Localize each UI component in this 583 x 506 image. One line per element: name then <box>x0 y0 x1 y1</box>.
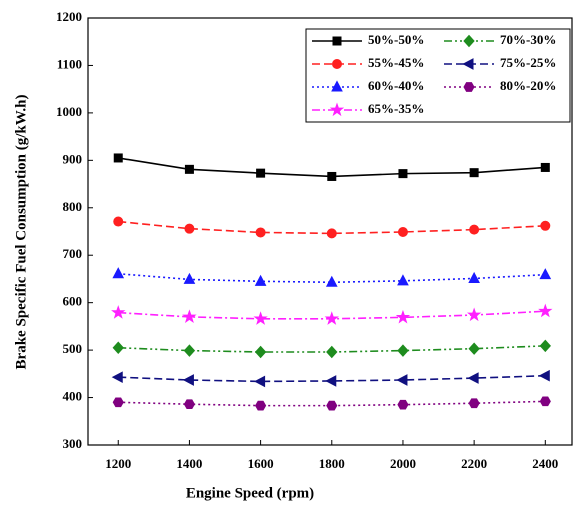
marker <box>395 309 411 324</box>
y-axis-label: Brake Specific Fuel Consumption (g/kW.h) <box>13 95 29 370</box>
legend-label: 60%-40% <box>368 78 424 93</box>
x-tick-label: 1200 <box>105 456 131 471</box>
marker <box>254 375 266 388</box>
marker <box>466 307 482 322</box>
marker <box>184 164 194 174</box>
y-tick-label: 300 <box>63 436 83 451</box>
marker <box>184 223 195 234</box>
marker <box>468 398 480 409</box>
legend-marker <box>332 59 342 69</box>
marker <box>539 339 551 353</box>
marker <box>540 220 551 231</box>
legend-marker <box>331 80 343 92</box>
marker <box>111 371 123 383</box>
x-tick-label: 2400 <box>532 456 558 471</box>
legend-marker <box>332 36 342 46</box>
marker <box>326 228 337 239</box>
marker <box>113 216 124 227</box>
plot-frame <box>87 17 573 446</box>
legend-marker <box>463 82 475 92</box>
marker <box>255 400 267 411</box>
marker <box>112 341 124 354</box>
y-tick-label: 600 <box>63 294 83 309</box>
marker <box>324 311 339 325</box>
marker <box>183 344 196 357</box>
marker <box>397 274 409 286</box>
legend-label: 50%-50% <box>368 32 424 47</box>
marker <box>397 399 409 410</box>
marker <box>183 399 196 410</box>
y-tick-label: 800 <box>63 199 83 214</box>
marker <box>254 274 267 286</box>
legend-label: 70%-30% <box>500 32 556 47</box>
marker <box>540 162 550 172</box>
marker <box>396 374 408 386</box>
marker <box>468 342 480 355</box>
marker <box>538 369 550 382</box>
marker <box>112 267 125 279</box>
legend-label: 65%-35% <box>368 101 424 116</box>
x-tick-label: 2200 <box>461 456 487 471</box>
marker <box>253 311 268 325</box>
marker <box>397 344 409 357</box>
marker <box>326 400 338 411</box>
x-tick-label: 1400 <box>176 456 202 471</box>
marker <box>539 396 551 407</box>
marker <box>326 345 338 359</box>
marker <box>327 171 337 181</box>
y-tick-label: 900 <box>63 151 83 166</box>
marker <box>397 226 408 237</box>
x-tick-label: 2000 <box>390 456 416 471</box>
marker <box>112 397 124 408</box>
y-tick-label: 1200 <box>56 9 82 24</box>
legend-label: 75%-25% <box>500 55 556 70</box>
marker <box>254 345 267 359</box>
marker <box>539 268 552 280</box>
marker <box>468 271 480 283</box>
y-tick-label: 400 <box>63 389 83 404</box>
x-tick-label: 1600 <box>248 456 274 471</box>
marker <box>183 272 196 284</box>
marker <box>469 224 480 235</box>
x-axis-label: Engine Speed (rpm) <box>186 485 314 501</box>
marker <box>182 374 194 386</box>
marker <box>113 153 123 163</box>
legend-box <box>305 28 571 123</box>
marker <box>538 303 553 318</box>
legend-marker <box>462 58 474 70</box>
y-tick-label: 700 <box>63 246 83 261</box>
marker <box>398 169 408 179</box>
x-tick-label: 1800 <box>319 456 345 471</box>
y-tick-label: 1100 <box>57 56 82 71</box>
legend-marker <box>463 34 475 48</box>
y-tick-label: 500 <box>63 341 83 356</box>
legend-label: 55%-45% <box>368 55 424 70</box>
y-tick-label: 1000 <box>56 104 82 119</box>
marker <box>325 275 338 287</box>
marker <box>467 372 479 384</box>
legend-marker <box>329 102 345 117</box>
marker <box>325 375 337 387</box>
marker <box>111 305 126 319</box>
marker <box>255 227 266 238</box>
marker <box>256 168 266 178</box>
marker <box>469 168 479 178</box>
legend-label: 80%-20% <box>500 78 556 93</box>
marker <box>182 309 197 323</box>
